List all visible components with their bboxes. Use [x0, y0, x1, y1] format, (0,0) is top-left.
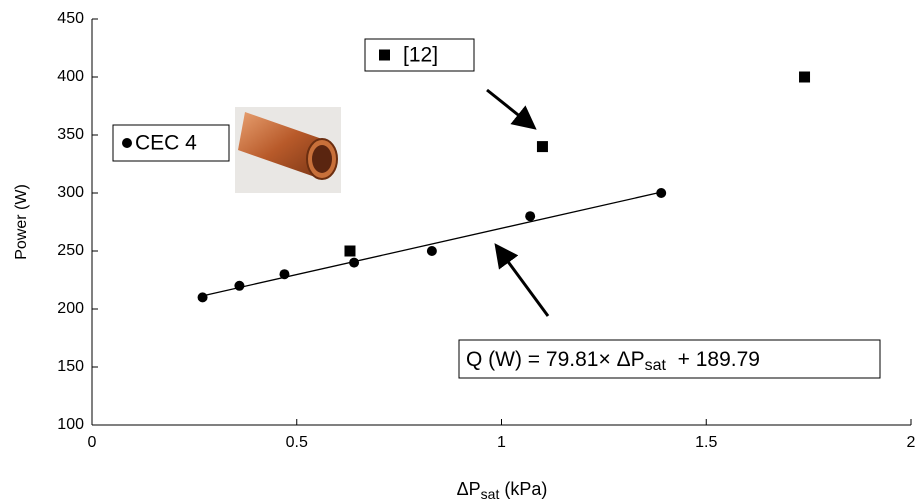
- eq-plus: +: [666, 348, 696, 371]
- circle-point: [349, 257, 360, 268]
- x-axis-label-sub: sat: [481, 486, 500, 502]
- trendline: [202, 191, 662, 297]
- circle-point: [656, 188, 667, 198]
- equation: Q (W) = 79.81× ΔPsat + 189.79: [466, 348, 760, 375]
- x-tick-label: 2: [907, 434, 916, 451]
- circle-point: [279, 269, 290, 280]
- legend-marker: [122, 138, 132, 148]
- y-axis-label: Power (W): [13, 184, 30, 260]
- y-tick-label: 150: [57, 358, 84, 375]
- circle-point: [426, 246, 437, 256]
- square-point: [799, 71, 811, 83]
- y-tick-label: 350: [57, 126, 84, 143]
- y-tick-label: 250: [57, 242, 84, 259]
- legend-label: [12]: [403, 44, 438, 67]
- x-tick-label: 1: [497, 434, 506, 451]
- eq-intercept: 189.79: [696, 348, 760, 371]
- x-tick-label: 0: [88, 434, 97, 451]
- square-point: [344, 245, 356, 257]
- y-tick-label: 300: [57, 184, 84, 201]
- x-axis-label: ΔPsat (kPa): [457, 479, 548, 502]
- x-axis-label-unit: (kPa): [499, 479, 547, 499]
- x-axis-label-main: ΔP: [457, 479, 481, 499]
- y-tick-label: 450: [57, 10, 84, 27]
- y-tick-label: 200: [57, 300, 84, 317]
- x-tick-label: 0.5: [286, 434, 308, 451]
- eq-slope: 79.81: [546, 348, 599, 371]
- arrow: [486, 88, 537, 130]
- legend-label: CEC 4: [135, 132, 197, 155]
- y-tick-label: 100: [57, 416, 84, 433]
- y-tick-label: 400: [57, 68, 84, 85]
- circle-point: [525, 211, 536, 222]
- circle-point: [234, 280, 245, 291]
- x-tick-label: 1.5: [695, 434, 717, 451]
- circle-point: [197, 292, 208, 303]
- eq-times: × ΔP: [598, 348, 644, 371]
- eq-sub: sat: [645, 357, 667, 374]
- square-point: [536, 141, 548, 153]
- eq-prefix: Q (W) =: [466, 348, 546, 371]
- equation-box: [458, 339, 881, 379]
- arrow: [494, 243, 550, 317]
- legend-marker: [379, 49, 390, 61]
- tube-photo: [235, 107, 341, 193]
- legend-box: [112, 124, 230, 162]
